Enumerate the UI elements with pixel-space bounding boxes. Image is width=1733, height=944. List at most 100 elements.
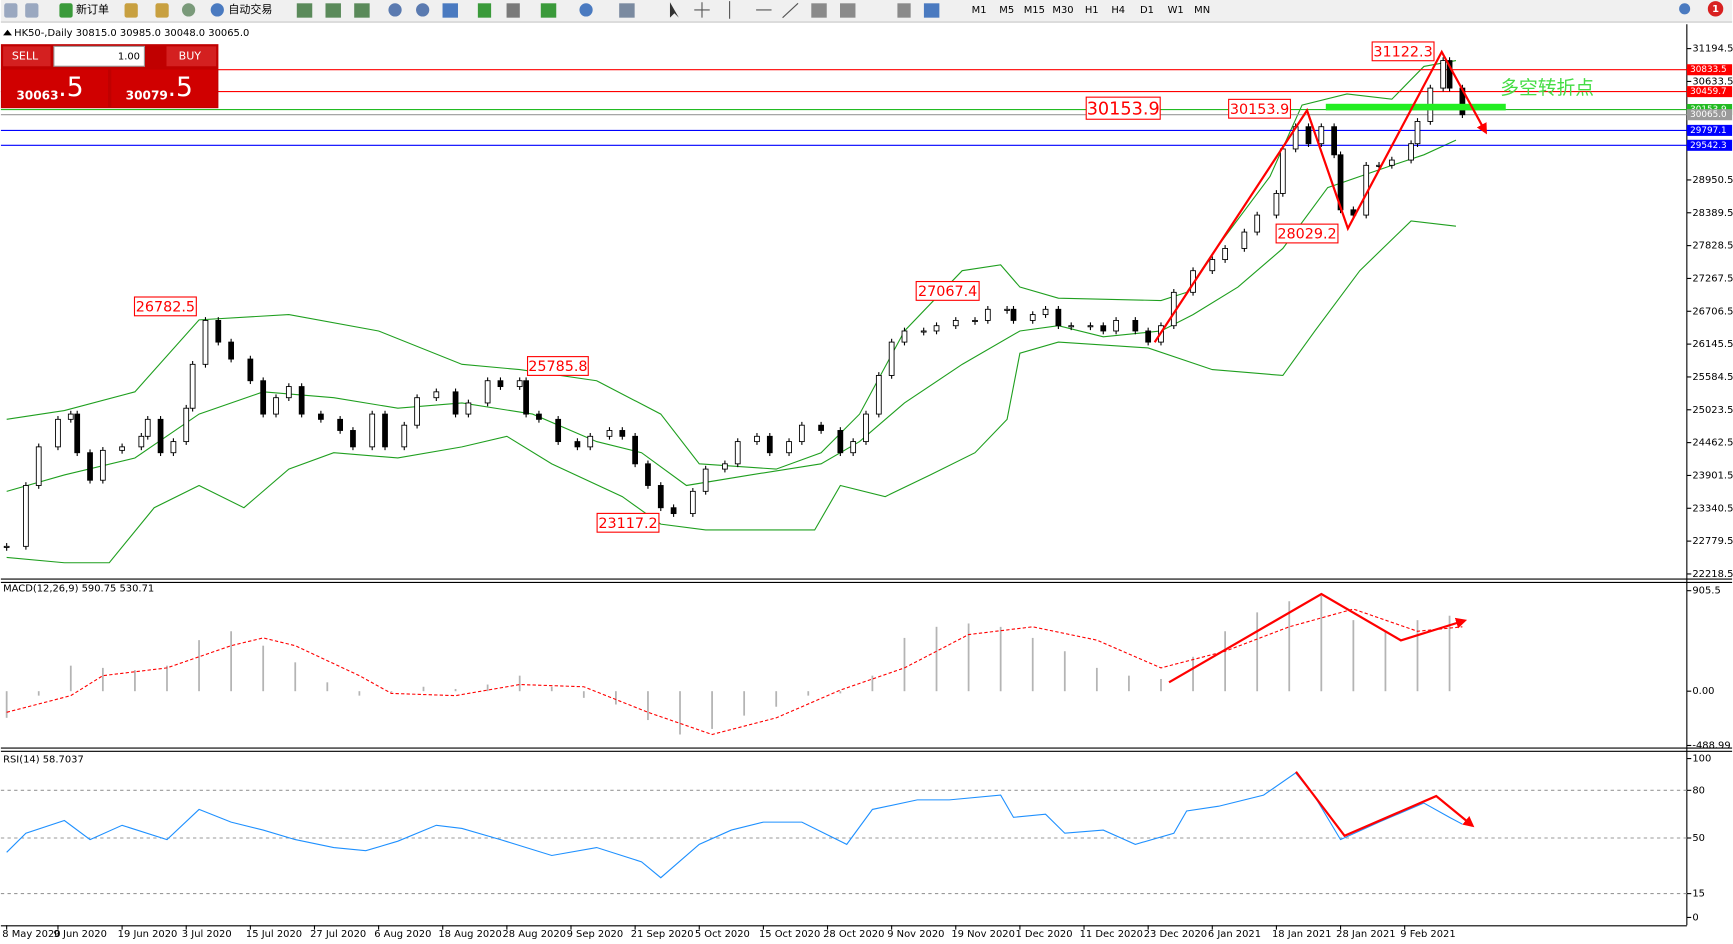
chart-title: HK50-,Daily 30815.0 30985.0 30048.0 3006… xyxy=(14,28,249,39)
icon[interactable] xyxy=(210,3,224,17)
icon[interactable] xyxy=(155,3,169,18)
candle xyxy=(298,386,305,415)
candle xyxy=(465,402,472,415)
icon[interactable] xyxy=(694,2,710,18)
price-annotation-box xyxy=(133,296,197,317)
candle xyxy=(273,397,279,415)
candle xyxy=(247,358,254,382)
icon[interactable] xyxy=(540,3,557,18)
candle xyxy=(875,375,882,415)
candle xyxy=(3,545,10,548)
macd-signal xyxy=(6,608,1463,736)
x-tick-label: 15 Jul 2020 xyxy=(246,929,302,940)
y-tick-label: 26145.5 xyxy=(1692,339,1733,350)
candle xyxy=(1055,308,1062,327)
icon[interactable] xyxy=(4,3,18,18)
level-tag xyxy=(1686,64,1733,76)
level-label: 30833.5 xyxy=(1690,65,1727,75)
candle xyxy=(318,413,324,420)
candle xyxy=(170,441,177,454)
buy-price-box[interactable] xyxy=(111,69,218,108)
trend-arrow xyxy=(1153,49,1487,343)
icon[interactable] xyxy=(325,3,341,18)
x-tick-label: 9 Feb 2021 xyxy=(1400,929,1455,940)
price-annotation-box xyxy=(1228,98,1292,119)
candle xyxy=(1388,159,1395,166)
candle xyxy=(754,435,760,443)
lot-value: 1.00 xyxy=(118,51,140,62)
icon[interactable] xyxy=(897,3,911,18)
candle xyxy=(433,391,440,399)
icon[interactable] xyxy=(669,2,679,18)
icon[interactable] xyxy=(579,3,593,17)
x-tick-label: 28 Oct 2020 xyxy=(823,929,884,940)
icon[interactable] xyxy=(124,3,138,18)
lot-input[interactable] xyxy=(53,45,145,67)
icon[interactable] xyxy=(442,3,458,18)
icon[interactable] xyxy=(840,3,856,18)
timeframe-button[interactable]: H4 xyxy=(1111,5,1125,16)
icon[interactable] xyxy=(811,3,827,18)
notification-badge[interactable] xyxy=(1707,1,1724,17)
trade-panel: SELL 1.00 BUY 30063 .5 30079 .5 xyxy=(0,44,219,109)
icon[interactable] xyxy=(25,3,39,18)
rsi-label: RSI(14) 58.7037 xyxy=(3,755,84,766)
candle xyxy=(87,452,93,481)
buy-button[interactable] xyxy=(166,46,217,67)
y-tick-label: 0 xyxy=(1692,912,1698,923)
price-annotation: 25785.8 xyxy=(528,359,587,375)
timeframe-button[interactable]: M30 xyxy=(1052,5,1073,16)
timeframe-button[interactable]: M1 xyxy=(972,5,987,16)
candle xyxy=(337,418,344,431)
candle xyxy=(555,418,562,443)
auto-trading-button[interactable]: 自动交易 xyxy=(228,2,272,16)
candle xyxy=(952,319,959,327)
icon[interactable] xyxy=(729,1,799,19)
icon[interactable] xyxy=(619,3,635,18)
y-tick-label: 28950.5 xyxy=(1692,175,1733,186)
candle xyxy=(786,441,792,454)
icon[interactable] xyxy=(923,3,940,18)
timeframe-button[interactable]: M15 xyxy=(1024,5,1045,16)
candle xyxy=(35,446,42,486)
icon[interactable] xyxy=(506,3,520,18)
candle xyxy=(484,380,491,404)
search-icon[interactable] xyxy=(1679,3,1691,15)
timeframe-button[interactable]: W1 xyxy=(1168,5,1184,16)
sell-button[interactable] xyxy=(3,46,51,67)
candle xyxy=(574,441,581,448)
icon[interactable] xyxy=(416,3,430,17)
price-annotation: 27067.4 xyxy=(918,284,977,300)
sell-price-box[interactable] xyxy=(1,69,108,108)
x-tick-label: 15 Oct 2020 xyxy=(759,929,820,940)
timeframe-button[interactable]: D1 xyxy=(1140,5,1154,16)
buy-label: BUY xyxy=(179,49,202,62)
x-tick-label: 9 Sep 2020 xyxy=(567,929,624,940)
icon[interactable] xyxy=(296,3,313,18)
y-tick-label: 80 xyxy=(1692,785,1705,796)
timeframe-button[interactable]: M5 xyxy=(999,5,1014,16)
candle xyxy=(23,485,29,547)
y-tick-label: 31194.5 xyxy=(1692,44,1733,55)
y-tick-label: 22779.5 xyxy=(1692,536,1733,547)
icon[interactable] xyxy=(181,3,196,17)
candle xyxy=(722,463,728,470)
icon[interactable] xyxy=(354,3,370,18)
level-tag xyxy=(1686,86,1733,98)
candle xyxy=(452,391,459,415)
x-tick-label: 28 Aug 2020 xyxy=(502,929,566,940)
candle xyxy=(818,424,824,431)
level-tag xyxy=(1686,139,1733,151)
timeframe-button[interactable]: MN xyxy=(1194,5,1210,16)
icon[interactable] xyxy=(477,3,492,18)
level-label: 30065.0 xyxy=(1690,110,1727,120)
timeframe-button[interactable]: H1 xyxy=(1085,5,1099,16)
badge-count: 1 xyxy=(1712,4,1719,15)
candle xyxy=(516,380,523,388)
new-order-button[interactable]: 新订单 xyxy=(76,2,109,16)
candle xyxy=(1100,325,1107,332)
icon[interactable] xyxy=(388,3,402,17)
icon[interactable] xyxy=(59,3,73,18)
